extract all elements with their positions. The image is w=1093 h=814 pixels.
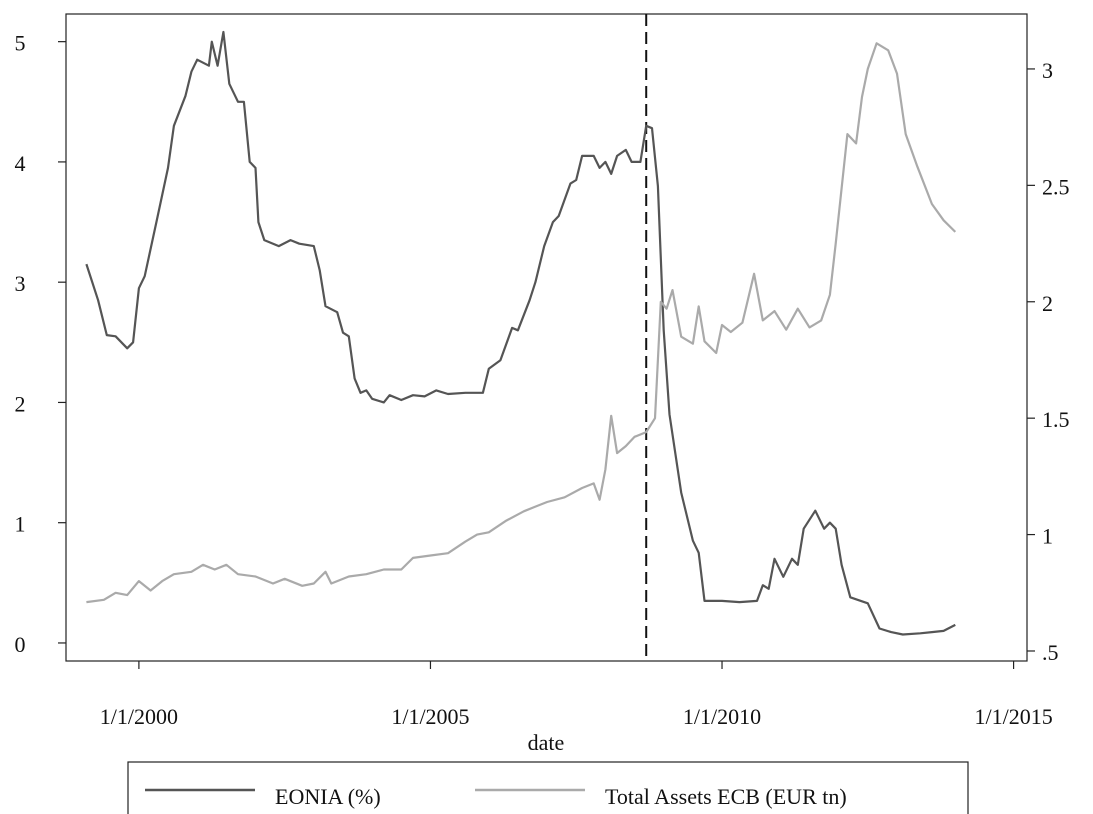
y2-tick-label: .5 — [1042, 640, 1059, 665]
y-tick-label: 0 — [15, 632, 26, 657]
x-tick-label: 1/1/2000 — [100, 704, 178, 729]
y-tick-label: 3 — [15, 271, 26, 296]
y2-tick-label: 3 — [1042, 58, 1053, 83]
legend — [127, 761, 969, 814]
y-tick-label: 5 — [15, 31, 26, 56]
data-line — [85, 30, 956, 636]
legend-label: EONIA (%) — [275, 784, 381, 809]
y-tick-label: 1 — [15, 512, 26, 537]
y2-tick-label: 1.5 — [1042, 407, 1070, 432]
x-tick-label: 1/1/2015 — [974, 704, 1052, 729]
y2-tick-label: 2 — [1042, 291, 1053, 316]
x-tick-label: 1/1/2005 — [391, 704, 469, 729]
data-line — [86, 42, 957, 604]
x-tick-label: 1/1/2010 — [683, 704, 761, 729]
x-axis-label: date — [528, 730, 565, 755]
y2-tick-label: 2.5 — [1042, 174, 1070, 199]
legend-label: Total Assets ECB (EUR tn) — [605, 784, 847, 809]
y2-tick-label: 1 — [1042, 524, 1053, 549]
y-tick-label: 2 — [15, 391, 26, 416]
plot-frame — [65, 13, 1028, 662]
y-tick-label: 4 — [15, 151, 26, 176]
